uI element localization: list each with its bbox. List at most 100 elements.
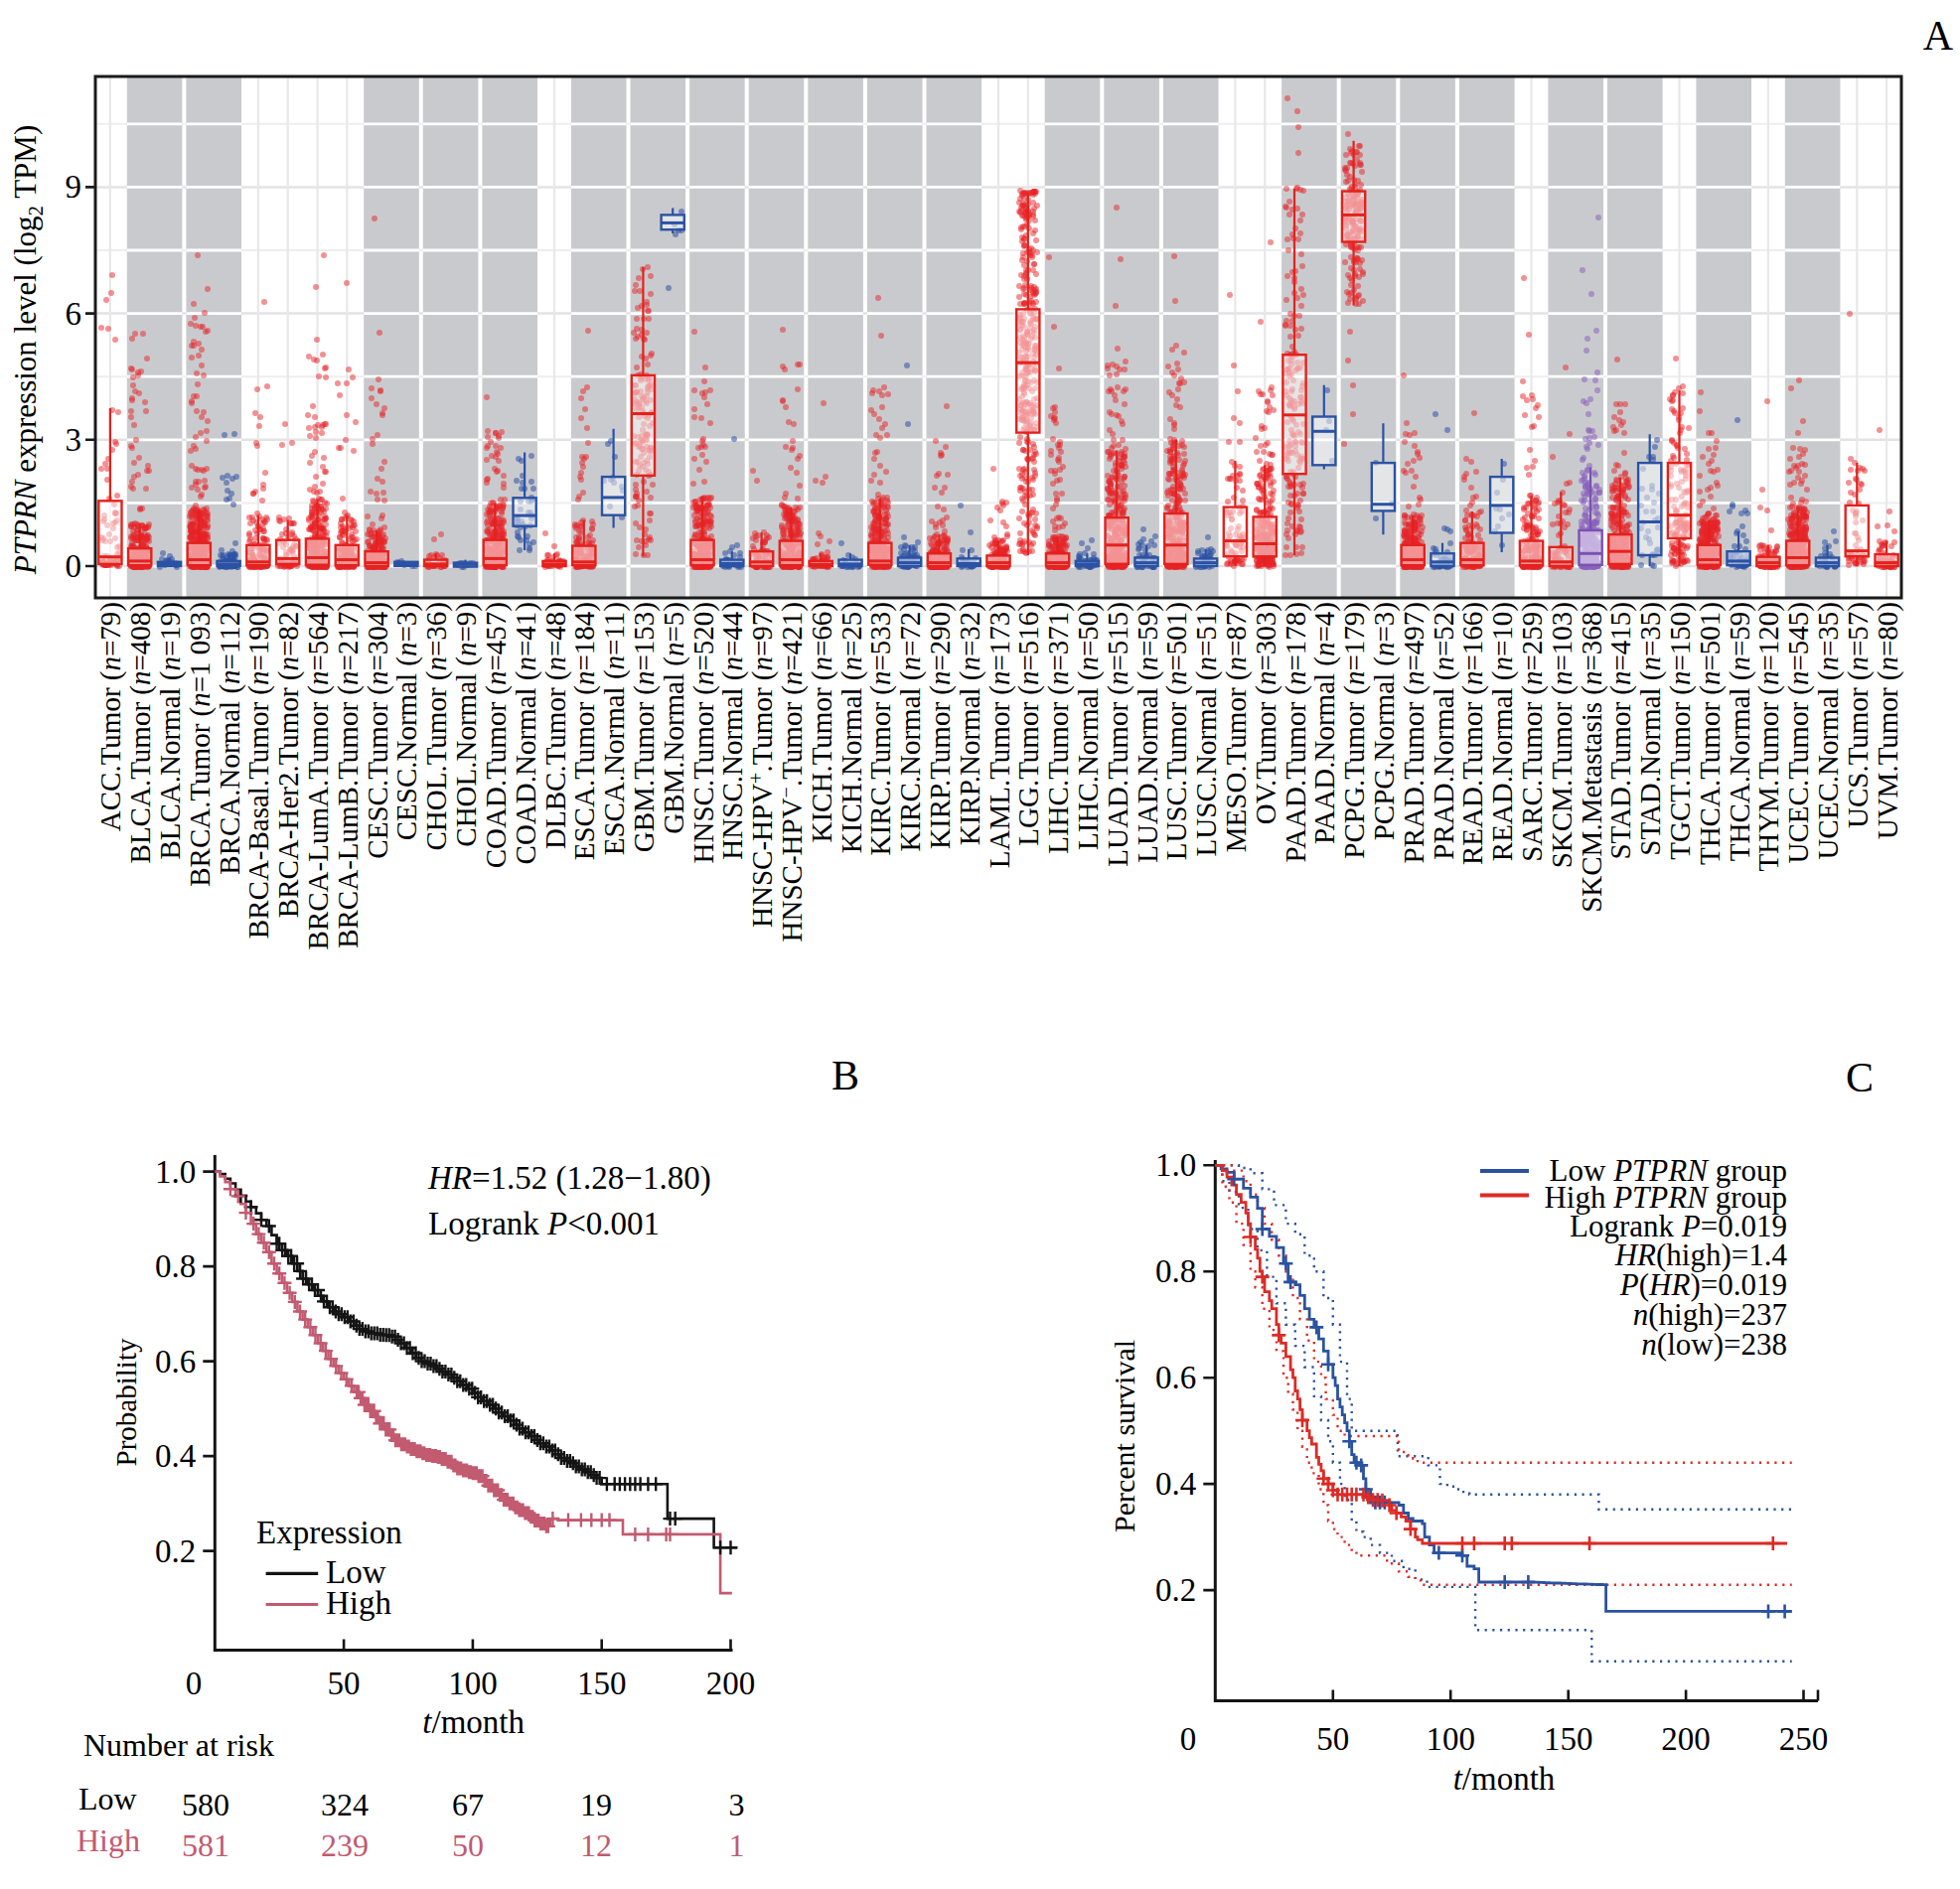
svg-text:GBM.Tumor (n=153): GBM.Tumor (n=153) <box>628 602 661 852</box>
svg-text:UCEC.Tumor (n=545): UCEC.Tumor (n=545) <box>1782 602 1815 863</box>
svg-text:6: 6 <box>66 296 82 332</box>
svg-text:LUAD.Normal (n=59): LUAD.Normal (n=59) <box>1131 602 1164 863</box>
svg-text:PCPG.Normal (n=3): PCPG.Normal (n=3) <box>1368 602 1401 840</box>
svg-text:HNSC.Tumor (n=520): HNSC.Tumor (n=520) <box>687 602 720 863</box>
svg-text:100: 100 <box>448 1666 498 1701</box>
svg-text:LIHC.Normal (n=50): LIHC.Normal (n=50) <box>1072 602 1105 850</box>
svg-text:BRCA-LumA.Tumor (n=564): BRCA-LumA.Tumor (n=564) <box>302 602 335 949</box>
svg-text:150: 150 <box>1544 1721 1593 1757</box>
svg-text:CHOL.Normal (n=9): CHOL.Normal (n=9) <box>450 602 483 847</box>
svg-text:1: 1 <box>729 1827 745 1863</box>
svg-text:KICH.Tumor (n=66): KICH.Tumor (n=66) <box>806 602 838 842</box>
svg-text:0.2: 0.2 <box>155 1533 196 1569</box>
svg-text:PRAD.Normal (n=52): PRAD.Normal (n=52) <box>1428 602 1460 860</box>
svg-text:0.6: 0.6 <box>1155 1360 1196 1395</box>
svg-text:UCEC.Normal (n=35): UCEC.Normal (n=35) <box>1812 602 1845 860</box>
svg-text:Percent survival: Percent survival <box>1108 1340 1140 1532</box>
svg-text:Number at risk: Number at risk <box>83 1727 274 1763</box>
svg-text:BRCA.Normal (n=112): BRCA.Normal (n=112) <box>214 602 246 875</box>
svg-text:BLCA.Tumor (n=408): BLCA.Tumor (n=408) <box>124 602 157 863</box>
svg-text:0: 0 <box>186 1666 203 1701</box>
svg-text:324: 324 <box>321 1787 369 1822</box>
svg-text:HNSC.Normal (n=44): HNSC.Normal (n=44) <box>716 602 749 860</box>
svg-text:BRCA-Her2.Tumor (n=82): BRCA-Her2.Tumor (n=82) <box>272 602 305 918</box>
svg-text:ACC.Tumor (n=79): ACC.Tumor (n=79) <box>94 602 127 831</box>
svg-text:BRCA-LumB.Tumor (n=217): BRCA-LumB.Tumor (n=217) <box>332 602 365 948</box>
svg-text:67: 67 <box>452 1787 484 1822</box>
svg-text:MESO.Tumor (n=87): MESO.Tumor (n=87) <box>1220 602 1253 852</box>
svg-text:50: 50 <box>1316 1721 1349 1757</box>
svg-text:1.0: 1.0 <box>1155 1147 1196 1183</box>
svg-text:HR=1.52 (1.28−1.80): HR=1.52 (1.28−1.80) <box>427 1160 711 1197</box>
svg-text:THCA.Tumor (n=501): THCA.Tumor (n=501) <box>1694 602 1727 865</box>
svg-text:Low: Low <box>78 1781 137 1816</box>
svg-text:KIRP.Tumor (n=290): KIRP.Tumor (n=290) <box>924 602 957 849</box>
svg-text:LUAD.Tumor (n=515): LUAD.Tumor (n=515) <box>1102 602 1134 867</box>
svg-text:READ.Normal (n=10): READ.Normal (n=10) <box>1486 602 1519 861</box>
svg-text:High: High <box>76 1822 140 1858</box>
svg-text:STAD.Normal (n=35): STAD.Normal (n=35) <box>1634 602 1667 856</box>
svg-text:HNSC-HPV−.Tumor (n=421): HNSC-HPV−.Tumor (n=421) <box>775 602 809 942</box>
svg-text:KIRP.Normal (n=32): KIRP.Normal (n=32) <box>954 602 986 845</box>
svg-text:CESC.Tumor (n=304): CESC.Tumor (n=304) <box>362 602 394 859</box>
svg-text:STAD.Tumor (n=415): STAD.Tumor (n=415) <box>1604 602 1637 860</box>
svg-text:PTPRN expression level (log2 T: PTPRN expression level (log2 TPM) <box>8 125 48 576</box>
svg-text:HNSC-HPV+.Tumor (n=97): HNSC-HPV+.Tumor (n=97) <box>745 602 779 928</box>
svg-text:GBM.Normal (n=5): GBM.Normal (n=5) <box>658 602 690 834</box>
svg-text:BLCA.Normal (n=19): BLCA.Normal (n=19) <box>154 602 187 860</box>
svg-text:COAD.Tumor (n=457): COAD.Tumor (n=457) <box>480 602 513 868</box>
svg-text:LUSC.Tumor (n=501): LUSC.Tumor (n=501) <box>1160 602 1193 860</box>
svg-text:LUSC.Normal (n=51): LUSC.Normal (n=51) <box>1190 602 1223 856</box>
svg-text:t/month: t/month <box>422 1704 525 1740</box>
svg-text:0: 0 <box>1180 1721 1197 1757</box>
svg-text:OV.Tumor (n=303): OV.Tumor (n=303) <box>1250 602 1282 824</box>
svg-text:t/month: t/month <box>1453 1761 1556 1797</box>
svg-text:SKCM.Metastasis (n=368): SKCM.Metastasis (n=368) <box>1576 602 1608 913</box>
svg-text:THCA.Normal (n=59): THCA.Normal (n=59) <box>1724 602 1756 861</box>
svg-text:0.4: 0.4 <box>155 1438 196 1474</box>
svg-text:3: 3 <box>66 422 82 458</box>
svg-text:250: 250 <box>1779 1721 1829 1757</box>
svg-text:50: 50 <box>328 1666 361 1701</box>
svg-text:ESCA.Tumor (n=184): ESCA.Tumor (n=184) <box>568 602 601 860</box>
svg-text:PAAD.Normal (n=4): PAAD.Normal (n=4) <box>1308 602 1341 844</box>
svg-text:PCPG.Tumor (n=179): PCPG.Tumor (n=179) <box>1338 602 1371 859</box>
svg-text:LAML.Tumor (n=173): LAML.Tumor (n=173) <box>983 602 1016 868</box>
svg-text:200: 200 <box>706 1666 756 1701</box>
svg-text:PRAD.Tumor (n=497): PRAD.Tumor (n=497) <box>1398 602 1431 863</box>
svg-text:SARC.Tumor (n=259): SARC.Tumor (n=259) <box>1516 602 1549 862</box>
svg-text:ESCA.Normal (n=11): ESCA.Normal (n=11) <box>598 602 631 855</box>
svg-text:580: 580 <box>182 1787 229 1822</box>
svg-text:0.8: 0.8 <box>155 1248 196 1284</box>
svg-text:A: A <box>1923 13 1954 59</box>
svg-text:0.6: 0.6 <box>155 1344 196 1380</box>
svg-text:1.0: 1.0 <box>155 1154 196 1190</box>
svg-text:LIHC.Tumor (n=371): LIHC.Tumor (n=371) <box>1042 602 1075 854</box>
svg-text:KIRC.Tumor (n=533): KIRC.Tumor (n=533) <box>864 602 897 855</box>
svg-text:200: 200 <box>1661 1721 1711 1757</box>
svg-text:50: 50 <box>452 1827 484 1863</box>
svg-text:150: 150 <box>577 1666 627 1701</box>
svg-text:High: High <box>326 1585 392 1621</box>
svg-text:KIRC.Normal (n=72): KIRC.Normal (n=72) <box>894 602 927 852</box>
svg-text:239: 239 <box>321 1827 369 1863</box>
svg-text:UCS.Tumor (n=57): UCS.Tumor (n=57) <box>1842 602 1875 828</box>
svg-text:581: 581 <box>182 1827 229 1863</box>
svg-text:0.8: 0.8 <box>1155 1253 1196 1289</box>
svg-text:3: 3 <box>729 1787 745 1822</box>
svg-text:READ.Tumor (n=166): READ.Tumor (n=166) <box>1456 602 1489 865</box>
svg-text:n(low)=238: n(low)=238 <box>1641 1327 1787 1362</box>
svg-text:CESC.Normal (n=3): CESC.Normal (n=3) <box>390 602 423 840</box>
svg-text:19: 19 <box>580 1787 612 1822</box>
svg-text:0.4: 0.4 <box>1155 1466 1196 1502</box>
svg-text:Logrank P<0.001: Logrank P<0.001 <box>428 1206 660 1241</box>
svg-text:0.2: 0.2 <box>1155 1572 1196 1608</box>
svg-text:0: 0 <box>66 548 82 584</box>
svg-text:BRCA-Basal.Tumor (n=190): BRCA-Basal.Tumor (n=190) <box>242 602 275 939</box>
svg-text:B: B <box>831 1053 859 1098</box>
svg-text:UVM.Tumor (n=80): UVM.Tumor (n=80) <box>1872 602 1904 839</box>
svg-text:Expression: Expression <box>256 1515 402 1550</box>
svg-text:100: 100 <box>1426 1721 1475 1757</box>
svg-text:BRCA.Tumor (n=1 093): BRCA.Tumor (n=1 093) <box>184 602 217 887</box>
svg-text:KICH.Normal (n=25): KICH.Normal (n=25) <box>835 602 868 853</box>
